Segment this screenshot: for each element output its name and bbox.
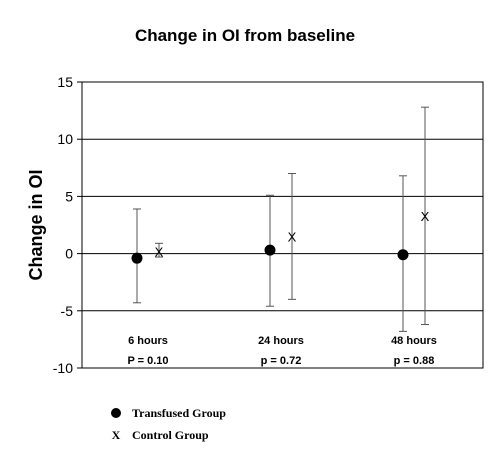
p-value-label: p = 0.88 — [394, 355, 435, 367]
y-tick-label: 0 — [65, 246, 73, 262]
chart-title: Change in OI from baseline — [135, 26, 355, 45]
legend-circle-icon — [111, 408, 121, 418]
category-label: 6 hours — [128, 335, 168, 347]
transfused-point — [131, 252, 143, 264]
y-tick-label: 5 — [65, 188, 73, 204]
plot-frame — [81, 81, 484, 369]
p-value-label: p = 0.72 — [261, 355, 302, 367]
p-value-label: P = 0.10 — [127, 355, 168, 367]
transfused-point — [397, 249, 409, 261]
y-tick-label: 15 — [57, 74, 73, 90]
plot-area: -10 -5 0 5 10 15 6 hours P = 0.10 24 hours p = 0.… — [53, 74, 484, 376]
y-tick-label: 10 — [57, 131, 73, 147]
control-point: X — [421, 209, 430, 224]
y-tick-label: -5 — [61, 303, 74, 319]
control-point: X — [288, 229, 297, 244]
control-point: X — [155, 244, 164, 259]
legend: Transfused Group X Control Group — [111, 406, 226, 442]
legend-label: Control Group — [132, 428, 209, 442]
y-tick-label: -10 — [53, 360, 73, 376]
category-label: 24 hours — [258, 335, 304, 347]
legend-x-icon: X — [112, 428, 121, 442]
legend-label: Transfused Group — [132, 406, 226, 420]
transfused-point — [264, 244, 276, 256]
category-label: 48 hours — [391, 335, 437, 347]
y-axis-label: Change in OI — [26, 169, 46, 280]
